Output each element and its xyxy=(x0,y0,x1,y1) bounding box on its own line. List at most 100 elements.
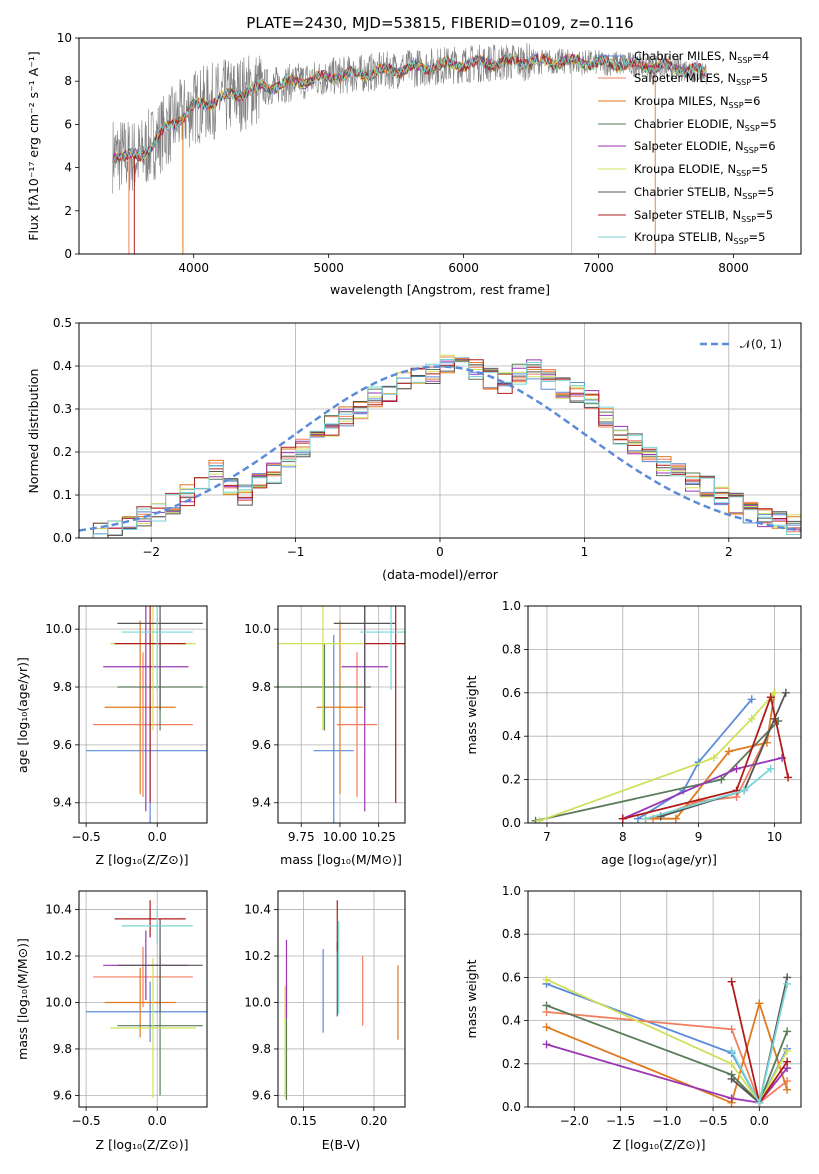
y-tick-label: 0.2 xyxy=(502,773,521,787)
svg-text:Chabrier ELODIE, NSSP=5: Chabrier ELODIE, NSSP=5 xyxy=(634,117,777,133)
x-tick-label: 10 xyxy=(767,830,782,844)
y-tick-label: 0.8 xyxy=(502,927,521,941)
x-tick-label: −2.0 xyxy=(560,1114,589,1128)
x-tick-label: 0.0 xyxy=(148,1114,167,1128)
mass-weight-marker xyxy=(783,1027,792,1036)
x-tick-label: 10.00 xyxy=(323,830,357,844)
error-bar-point xyxy=(121,606,193,690)
x-tick-label: −1 xyxy=(287,545,305,559)
y-tick-label: 9.8 xyxy=(252,680,271,694)
mass-weight-line xyxy=(660,692,787,818)
x-tick-label: 2 xyxy=(725,545,733,559)
x-tick-label: −0.5 xyxy=(72,1114,101,1128)
x-tick-label: 0.20 xyxy=(361,1114,388,1128)
x-tick-label: 8000 xyxy=(718,261,749,275)
mass-weight-vs-metallicity-panel: −2.0 −1.5 −1.0 −0.5 0.0 0.0 0.2 0.4 0.6 0.8 1.0 xyxy=(502,884,802,1128)
svg-text:Chabrier STELIB, NSSP=5: Chabrier STELIB, NSSP=5 xyxy=(634,185,774,201)
axes-frame xyxy=(527,605,802,824)
plot-area xyxy=(278,606,405,823)
svg-text:Chabrier MILES, NSSP=4: Chabrier MILES, NSSP=4 xyxy=(634,49,769,65)
x-tick-label: 6000 xyxy=(448,261,479,275)
spectrum-y-label: Flux [fλ10⁻¹⁷ erg cm⁻² s⁻¹ A⁻¹] xyxy=(26,51,41,240)
plot-area xyxy=(86,900,207,1098)
axes-frame xyxy=(78,605,208,824)
mass-weight-marker xyxy=(542,1040,551,1049)
y-tick-label: 6 xyxy=(64,117,72,131)
plot-area xyxy=(542,973,792,1107)
mass-z-y-label: mass [log₁₀(M/M⊙)] xyxy=(15,938,30,1060)
mass-weight-marker xyxy=(755,999,764,1008)
y-tick-label: 1.0 xyxy=(502,599,521,613)
age-z-x-label: Z [log₁₀(Z/Z⊙)] xyxy=(96,852,189,867)
mass-weight-marker xyxy=(633,814,642,823)
x-tick-label: −2 xyxy=(142,545,160,559)
error-bar-point xyxy=(86,981,207,1042)
mass-weight-line xyxy=(637,698,753,820)
x-tick-label: 8 xyxy=(619,830,627,844)
y-tick-label: 0.6 xyxy=(502,970,521,984)
y-tick-label: 10.0 xyxy=(45,995,72,1009)
y-tick-label: 2 xyxy=(64,204,72,218)
error-bar-point xyxy=(93,652,193,797)
mass-vs-metallicity-panel: −0.5 0.0 9.6 9.8 10.0 10.2 10.4 xyxy=(45,890,208,1128)
y-tick-label: 9.4 xyxy=(252,796,271,810)
y-tick-label: 9.4 xyxy=(53,796,72,810)
x-tick-label: 9.75 xyxy=(288,830,315,844)
mass-vs-extinction-panel: 0.15 0.20 9.6 9.8 10.0 10.2 10.4 xyxy=(244,890,406,1128)
error-bar-point xyxy=(117,606,203,711)
y-tick-label: 10.4 xyxy=(244,903,271,917)
x-tick-label: 9 xyxy=(695,830,703,844)
age-vs-metallicity-panel: −0.5 0.0 9.4 9.6 9.8 10.0 xyxy=(45,605,208,844)
error-bar-point xyxy=(93,946,193,1008)
mass-weight-line xyxy=(546,1011,788,1105)
y-tick-label: 8 xyxy=(64,74,72,88)
mass-weight-vs-age-panel: 7 8 9 10 0.0 0.2 0.4 0.6 0.8 1.0 xyxy=(502,599,802,844)
age-z-y-label: age [log₁₀(age/yr)] xyxy=(15,657,30,773)
mass-z-x-label: Z [log₁₀(Z/Z⊙)] xyxy=(96,1137,189,1152)
y-tick-label: 0.2 xyxy=(502,1057,521,1071)
svg-text:Kroupa ELODIE, NSSP=5: Kroupa ELODIE, NSSP=5 xyxy=(634,162,768,178)
error-bar-point xyxy=(336,652,378,797)
y-tick-label: 9.6 xyxy=(53,738,72,752)
y-tick-label: 0.6 xyxy=(502,686,521,700)
plot-area xyxy=(112,42,707,254)
mass-weight-marker xyxy=(783,979,792,988)
error-bar-point xyxy=(364,606,405,803)
error-bar-point xyxy=(313,634,354,823)
mass-weight-marker xyxy=(709,753,718,762)
mass-weight-marker xyxy=(781,688,790,697)
error-bar-point xyxy=(104,620,176,795)
mass-weight-marker xyxy=(783,1046,792,1055)
axes-frame xyxy=(277,605,406,824)
y-tick-label: 0.2 xyxy=(53,445,72,459)
y-tick-label: 9.6 xyxy=(53,1088,72,1102)
mass-weight-marker xyxy=(727,1046,736,1055)
plot-area xyxy=(531,688,793,823)
mass-weight-line xyxy=(546,1004,788,1105)
legend-item: Kroupa STELIB, NSSP=5 xyxy=(598,230,765,246)
mass-weight-marker xyxy=(542,975,551,984)
y-tick-label: 10.2 xyxy=(244,949,271,963)
y-tick-label: 9.8 xyxy=(53,680,72,694)
mass-weight-marker xyxy=(542,1001,551,1010)
x-tick-label: −0.5 xyxy=(699,1114,728,1128)
error-bar-point xyxy=(278,643,371,731)
y-tick-label: 9.6 xyxy=(252,1088,271,1102)
mass-weight-line xyxy=(622,693,789,820)
axes-frame xyxy=(78,37,802,255)
mass-weight-marker xyxy=(727,1059,736,1068)
mass-weight-marker xyxy=(717,775,726,784)
mass-weight-marker xyxy=(784,773,793,782)
axes-frame xyxy=(277,890,406,1108)
legend-item: Salpeter STELIB, NSSP=5 xyxy=(598,208,773,224)
error-bar-point xyxy=(333,606,396,711)
mass-weight-marker xyxy=(732,764,741,773)
spectrum-legend: Chabrier MILES, NSSP=4 Salpeter MILES, N… xyxy=(598,49,777,246)
svg-text:Kroupa STELIB, NSSP=5: Kroupa STELIB, NSSP=5 xyxy=(634,230,765,246)
mass-weight-marker xyxy=(747,714,756,723)
x-tick-label: 1 xyxy=(581,545,589,559)
mass-weight-marker xyxy=(783,1057,792,1066)
mass-weight-marker xyxy=(671,814,680,823)
x-tick-label: 0 xyxy=(436,545,444,559)
age-mass-x-label: mass [log₁₀(M/M⊙)] xyxy=(280,852,402,867)
